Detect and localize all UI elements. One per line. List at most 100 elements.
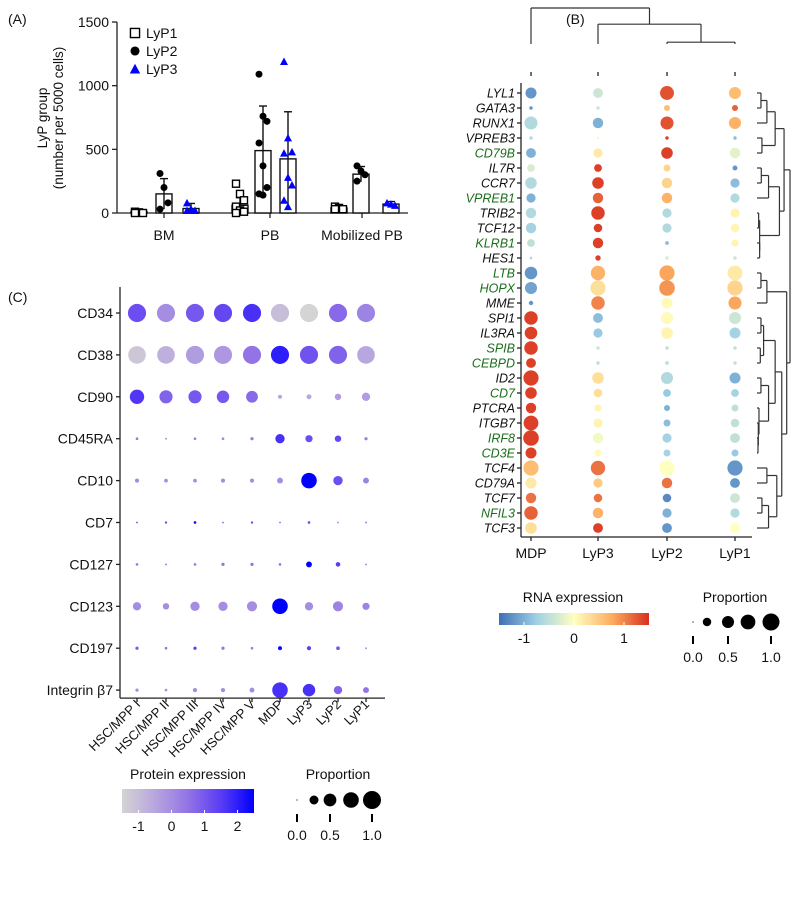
- gene-label: TCF3: [484, 522, 515, 536]
- dot-runx1-mdp: [524, 116, 538, 130]
- dot-hopx-mdp: [524, 281, 538, 295]
- data-point-lyp2: [353, 162, 361, 170]
- dot-trib2-lyp3: [591, 206, 605, 220]
- size-legend-dot: [692, 621, 694, 623]
- data-point-lyp3: [183, 198, 191, 207]
- gene-label: ID2: [496, 372, 516, 386]
- dot-cd90-4: [246, 390, 258, 403]
- gene-label: ITGB7: [479, 417, 516, 431]
- data-point-lyp3: [391, 201, 399, 209]
- panel-c-label: (C): [8, 289, 27, 305]
- dot-spib-mdp: [524, 341, 538, 355]
- dot-cd3e-lyp2: [663, 449, 671, 457]
- dot-lyl1-lyp1: [728, 86, 742, 100]
- y-axis-title: LyP group: [35, 88, 50, 149]
- gene-label: TRIB2: [480, 207, 515, 221]
- dot-cd34-7: [328, 303, 348, 323]
- dot-cd38-1: [157, 346, 175, 364]
- dot-spib-lyp1: [733, 346, 737, 350]
- dot-cd123-6: [304, 602, 314, 611]
- dot-irf8-lyp2: [662, 433, 672, 443]
- dot-integrin-β7-0: [135, 688, 139, 692]
- data-point-lyp2: [160, 184, 168, 192]
- dot-cd45ra-2: [193, 437, 197, 441]
- gene-label: LYL1: [487, 87, 515, 101]
- data-point-lyp2: [263, 117, 271, 125]
- color-bar-tick-label: 2: [234, 818, 242, 834]
- dot-cd197-6: [306, 646, 312, 651]
- dot-cd38-8: [357, 346, 375, 364]
- dot-cebpd-lyp2: [665, 361, 669, 365]
- dot-cd90-0: [129, 389, 145, 405]
- dot-cd10-4: [249, 478, 255, 483]
- dot-spi1-lyp3: [593, 313, 603, 323]
- dot-ltb-lyp3: [590, 265, 606, 281]
- dot-gata3-mdp: [529, 106, 533, 110]
- y-tick-label: 0: [101, 205, 109, 221]
- panel-a-bar-chart: (A) 0 500 1000 1500 LyP group (number per 500…: [8, 11, 408, 243]
- data-point-lyp1: [330, 204, 340, 214]
- dot-cd197-8: [365, 647, 367, 650]
- dot-cd123-2: [190, 601, 200, 611]
- color-bar-tick-label: 0: [168, 818, 176, 834]
- gene-label: NFIL3: [481, 507, 515, 521]
- color-bar: [499, 613, 649, 625]
- dot-cd34-0: [127, 303, 147, 323]
- gene-label: CD79A: [475, 477, 515, 491]
- dot-cd7-8: [365, 521, 367, 524]
- data-point-lyp2: [361, 171, 369, 179]
- dot-hopx-lyp1: [727, 280, 743, 296]
- dot-il7r-lyp3: [594, 164, 602, 172]
- dot-id2-lyp1: [729, 372, 741, 384]
- dot-cd127-6: [306, 561, 312, 568]
- dot-gata3-lyp3: [596, 106, 600, 110]
- size-legend-tick-label: 0.0: [287, 827, 307, 843]
- data-point-lyp2: [156, 170, 164, 178]
- dot-cd7-7: [337, 521, 339, 524]
- marker-label: CD90: [77, 389, 113, 405]
- dot-ptcra-mdp: [525, 402, 537, 414]
- data-point-lyp2: [164, 199, 172, 207]
- dot-cd123-8: [362, 602, 370, 610]
- panel-b-rna-dotplot: (B) LYL1GATA3RUNX1VPREB3CD79BIL7RCCR7VPR…: [466, 7, 791, 665]
- group-label: LyP3: [582, 545, 614, 561]
- dot-vpreb3-mdp: [529, 136, 533, 140]
- dot-cd7-3: [222, 521, 224, 524]
- dot-itgb7-mdp: [523, 415, 539, 431]
- data-point-lyp1: [231, 208, 241, 218]
- size-legend-dot: [702, 617, 712, 627]
- dot-cd7-lyp3: [593, 388, 603, 398]
- dot-cd90-2: [188, 390, 202, 404]
- y-tick-label: 1500: [78, 14, 109, 30]
- data-point-lyp2: [259, 112, 267, 120]
- dot-cd34-1: [156, 303, 176, 323]
- dot-mme-lyp2: [661, 297, 673, 309]
- dot-cd90-3: [216, 390, 230, 404]
- dot-nfil3-lyp3: [592, 507, 604, 519]
- dot-integrin-β7-8: [363, 687, 369, 694]
- dot-il3ra-mdp: [524, 326, 538, 340]
- dot-tcf4-mdp: [523, 460, 539, 476]
- dot-tcf7-lyp1: [730, 493, 740, 503]
- dot-cd38-4: [242, 345, 262, 364]
- color-bar-tick-label: -1: [518, 630, 531, 646]
- dot-vpreb1-lyp1: [730, 193, 740, 203]
- dot-cd127-8: [365, 563, 367, 566]
- gene-label: TCF7: [484, 492, 516, 506]
- dot-tcf12-lyp3: [593, 223, 603, 233]
- dot-id2-lyp2: [660, 371, 674, 385]
- dot-cd79a-lyp3: [593, 478, 603, 488]
- dot-cd127-1: [165, 563, 167, 566]
- dot-cd7-lyp1: [731, 389, 739, 397]
- data-point-lyp1: [138, 208, 148, 218]
- dot-cd45ra-8: [364, 437, 368, 441]
- dot-tcf12-lyp2: [662, 223, 672, 233]
- dot-il7r-mdp: [527, 164, 535, 172]
- dot-cd38-6: [299, 345, 319, 364]
- dot-ccr7-lyp1: [730, 178, 740, 188]
- dot-itgb7-lyp3: [593, 418, 603, 428]
- dot-ccr7-lyp2: [661, 177, 673, 189]
- dot-cd7-1: [164, 521, 168, 524]
- data-point-lyp3: [288, 180, 296, 189]
- dot-cd123-3: [218, 601, 228, 611]
